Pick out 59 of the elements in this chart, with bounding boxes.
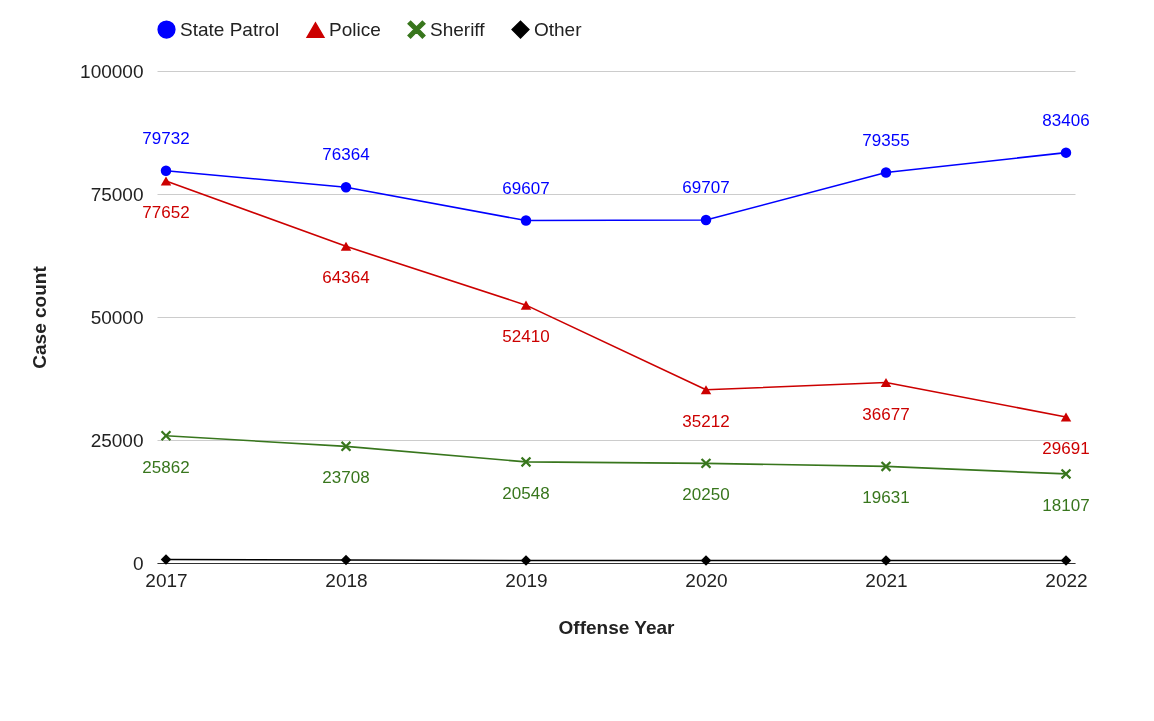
point bbox=[700, 555, 712, 566]
point bbox=[1060, 147, 1072, 158]
x-tick-label: 2018 bbox=[325, 569, 368, 591]
point bbox=[880, 461, 892, 472]
legend-label: Sheriff bbox=[430, 18, 486, 40]
data-label: 52410 bbox=[502, 327, 550, 347]
data-label: 76364 bbox=[322, 145, 370, 165]
x-tick-label: 2019 bbox=[505, 569, 548, 591]
point bbox=[160, 176, 172, 186]
point bbox=[1060, 412, 1072, 422]
point bbox=[520, 456, 532, 468]
point bbox=[1060, 555, 1072, 566]
point bbox=[880, 555, 892, 566]
data-label: 69607 bbox=[502, 178, 550, 198]
x-tick-label: 2022 bbox=[1045, 569, 1088, 591]
data-label: 69707 bbox=[682, 178, 730, 198]
point bbox=[340, 182, 352, 193]
data-label: 79732 bbox=[142, 128, 190, 148]
point bbox=[160, 165, 172, 176]
x-axis-title: Offense Year bbox=[558, 616, 676, 638]
point bbox=[880, 378, 892, 388]
point bbox=[340, 554, 352, 566]
point bbox=[340, 241, 352, 251]
y-tick-label: 25000 bbox=[90, 429, 144, 451]
data-label: 83406 bbox=[1042, 110, 1090, 130]
point bbox=[520, 555, 532, 566]
data-label: 18107 bbox=[1042, 495, 1090, 515]
legend-label: State Patrol bbox=[180, 18, 280, 40]
point bbox=[700, 214, 712, 226]
y-tick-label: 75000 bbox=[90, 183, 144, 205]
data-label: 20250 bbox=[682, 485, 730, 505]
data-label: 64364 bbox=[322, 268, 370, 288]
point bbox=[340, 441, 352, 452]
data-label: 25862 bbox=[142, 457, 190, 477]
y-tick-label: 50000 bbox=[90, 306, 144, 328]
y-tick-label: 0 bbox=[132, 552, 144, 574]
data-label: 20548 bbox=[502, 483, 550, 503]
point bbox=[700, 458, 712, 469]
x-tick-label: 2017 bbox=[145, 569, 188, 591]
data-label: 77652 bbox=[142, 202, 190, 222]
point bbox=[520, 215, 532, 226]
data-label: 79355 bbox=[862, 130, 910, 150]
point bbox=[160, 554, 172, 565]
point bbox=[1060, 468, 1072, 480]
x-tick-label: 2020 bbox=[685, 569, 728, 591]
data-label: 35212 bbox=[682, 411, 730, 431]
data-label: 19631 bbox=[862, 488, 910, 508]
y-tick-label: 100000 bbox=[80, 60, 144, 82]
point bbox=[520, 300, 532, 310]
legend-label: Other bbox=[534, 18, 583, 40]
data-label: 36677 bbox=[862, 404, 910, 424]
data-label: 23708 bbox=[322, 468, 370, 488]
point bbox=[700, 385, 712, 395]
y-axis-title: Case count bbox=[29, 265, 51, 369]
legend-label: Police bbox=[329, 19, 381, 41]
point bbox=[880, 167, 892, 178]
data-label: 29691 bbox=[1042, 438, 1090, 458]
point bbox=[160, 430, 172, 441]
x-tick-label: 2021 bbox=[865, 569, 908, 591]
